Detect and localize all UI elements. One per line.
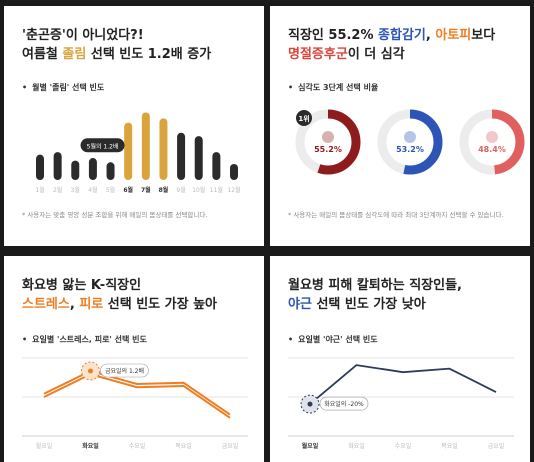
ring-value-1: 55.2% [314, 145, 342, 154]
card3-title-h2: 피로 [79, 297, 103, 312]
tick-label-8월: 8월 [159, 186, 169, 194]
card1-subtitle: 월별 '졸림' 선택 빈도 [22, 82, 104, 93]
card3-title-line1: 화요병 앓는 K-직장인 [22, 276, 217, 295]
card1-note: * 사용자는 맞춤 영양 성분 조합을 위해 매일의 몸상태를 선택합니다. [22, 210, 252, 220]
card3-title-h1: 스트레스 [22, 297, 70, 312]
card1-title-line1: '춘곤증'이 아니었다?! [22, 26, 211, 45]
bar-11월 [212, 152, 220, 180]
card3-title-sep: , [70, 297, 79, 312]
card4-title-line1: 월요병 피해 칼퇴하는 직장인들, [288, 276, 462, 295]
bar-4월 [89, 158, 97, 180]
highlight-dot [88, 369, 93, 374]
card4-subtitle: 요일별 '야근' 선택 빈도 [288, 334, 378, 345]
card3-subtitle: 요일별 '스트레스, 피로' 선택 빈도 [22, 334, 147, 345]
card3-title: 화요병 앓는 K-직장인 스트레스, 피로 선택 빈도 가장 높아 [22, 276, 217, 314]
tick-label-목요일: 목요일 [175, 442, 192, 450]
tick-label-수요일: 수요일 [129, 442, 146, 450]
bar-2월 [54, 152, 62, 180]
severity-ring-chart: 55.2% 53.2% 48.4% 1위 [270, 106, 530, 186]
tick-label-9월: 9월 [176, 186, 185, 194]
ring-value-2: 53.2% [396, 145, 424, 154]
ring-value-3: 48.4% [478, 145, 506, 154]
card1-title: '춘곤증'이 아니었다?! 여름철 졸림 선택 빈도 1.2배 증가 [22, 26, 211, 64]
monthly-sleepiness-card: '춘곤증'이 아니었다?! 여름철 졸림 선택 빈도 1.2배 증가 월별 '졸… [4, 6, 264, 246]
ring-illustration-2 [404, 131, 416, 143]
tick-label-11월: 11월 [210, 186, 223, 194]
bar-7월 [142, 112, 150, 180]
tick-label-10월: 10월 [192, 186, 205, 194]
card2-title-line2-highlight: 명절증후군 [288, 47, 348, 62]
bar-1월 [36, 155, 44, 180]
card3-title-suffix: 선택 빈도 가장 높아 [103, 297, 217, 312]
tick-label-4월: 4월 [88, 186, 97, 194]
highlight-dot [308, 402, 313, 407]
weekday-stress-card: 화요병 앓는 K-직장인 스트레스, 피로 선택 빈도 가장 높아 요일별 '스… [4, 256, 264, 462]
bar-6월 [124, 123, 132, 180]
card2-title-prefix: 직장인 55.2% [288, 28, 378, 43]
ring-illustration-3 [486, 131, 498, 143]
card2-title-suffix: 보다 [471, 28, 495, 43]
monthly-bar-chart: 1월 2월 3월 4월 5월 6월 7월 8월 9월 10월 11월 12월 5월의 1.2배 [4, 98, 264, 208]
card1-title-highlight: 졸림 [62, 47, 86, 62]
card4-title-suffix: 선택 빈도 가장 낮아 [312, 297, 426, 312]
ring-illustration-1 [322, 131, 334, 143]
callout-label: 5월의 1.2배 [87, 142, 119, 150]
tick-label-목요일: 목요일 [441, 442, 458, 450]
card1-title-line2-suffix: 선택 빈도 1.2배 증가 [86, 47, 211, 62]
card2-subtitle: 심각도 3단계 선택 비율 [288, 82, 378, 93]
tick-label-화요일: 화요일 [348, 442, 365, 450]
card4-title: 월요병 피해 칼퇴하는 직장인들, 야근 선택 빈도 가장 낮아 [288, 276, 462, 314]
bar-5월 [107, 162, 115, 180]
card2-title-line2-suffix: 이 더 심각 [348, 47, 405, 62]
tick-label-금요일: 금요일 [222, 442, 239, 450]
card2-title-h2: 아토피 [435, 28, 471, 43]
severity-ring-card: 직장인 55.2% 종합감기, 아토피보다 명절증후군이 더 심각 심각도 3단… [270, 6, 530, 246]
tick-label-화요일: 화요일 [82, 442, 99, 450]
tick-label-12월: 12월 [227, 186, 240, 194]
weekday-overtime-card: 월요병 피해 칼퇴하는 직장인들, 야근 선택 빈도 가장 낮아 요일별 '야근… [270, 256, 530, 462]
card1-title-line2-prefix: 여름철 [22, 47, 62, 62]
bar-3월 [71, 161, 79, 180]
card2-note: * 사용자는 매일의 몸상태를 심각도에 따라 최대 3단계까지 선택할 수 있… [288, 210, 518, 220]
tick-label-월요일: 월요일 [36, 442, 53, 450]
bar-10월 [195, 136, 203, 180]
bar-9월 [177, 133, 185, 180]
bar-12월 [230, 164, 238, 180]
weekday-overtime-line-chart: 화요일의 -20% 월요일 화요일 수요일 목요일 금요일 [270, 350, 530, 460]
series-line-1 [44, 371, 230, 415]
tick-label-금요일: 금요일 [488, 442, 505, 450]
card2-title: 직장인 55.2% 종합감기, 아토피보다 명절증후군이 더 심각 [288, 26, 495, 64]
tick-label-수요일: 수요일 [395, 442, 412, 450]
tick-label-1월: 1월 [35, 186, 44, 194]
callout-label: 화요일의 -20% [324, 400, 364, 408]
card4-title-h1: 야근 [288, 297, 312, 312]
tick-label-6월: 6월 [123, 186, 133, 194]
tick-label-월요일: 월요일 [302, 442, 319, 450]
tick-label-3월: 3월 [71, 186, 80, 194]
tick-label-7월: 7월 [141, 186, 151, 194]
bar-8월 [159, 118, 167, 180]
rank-badge-label: 1위 [298, 114, 309, 123]
card2-title-h1: 종합감기 [378, 28, 426, 43]
tick-label-2월: 2월 [53, 186, 62, 194]
tick-label-5월: 5월 [106, 186, 115, 194]
card2-title-sep: , [426, 28, 435, 43]
callout-label: 금요일의 1.2배 [105, 367, 144, 375]
